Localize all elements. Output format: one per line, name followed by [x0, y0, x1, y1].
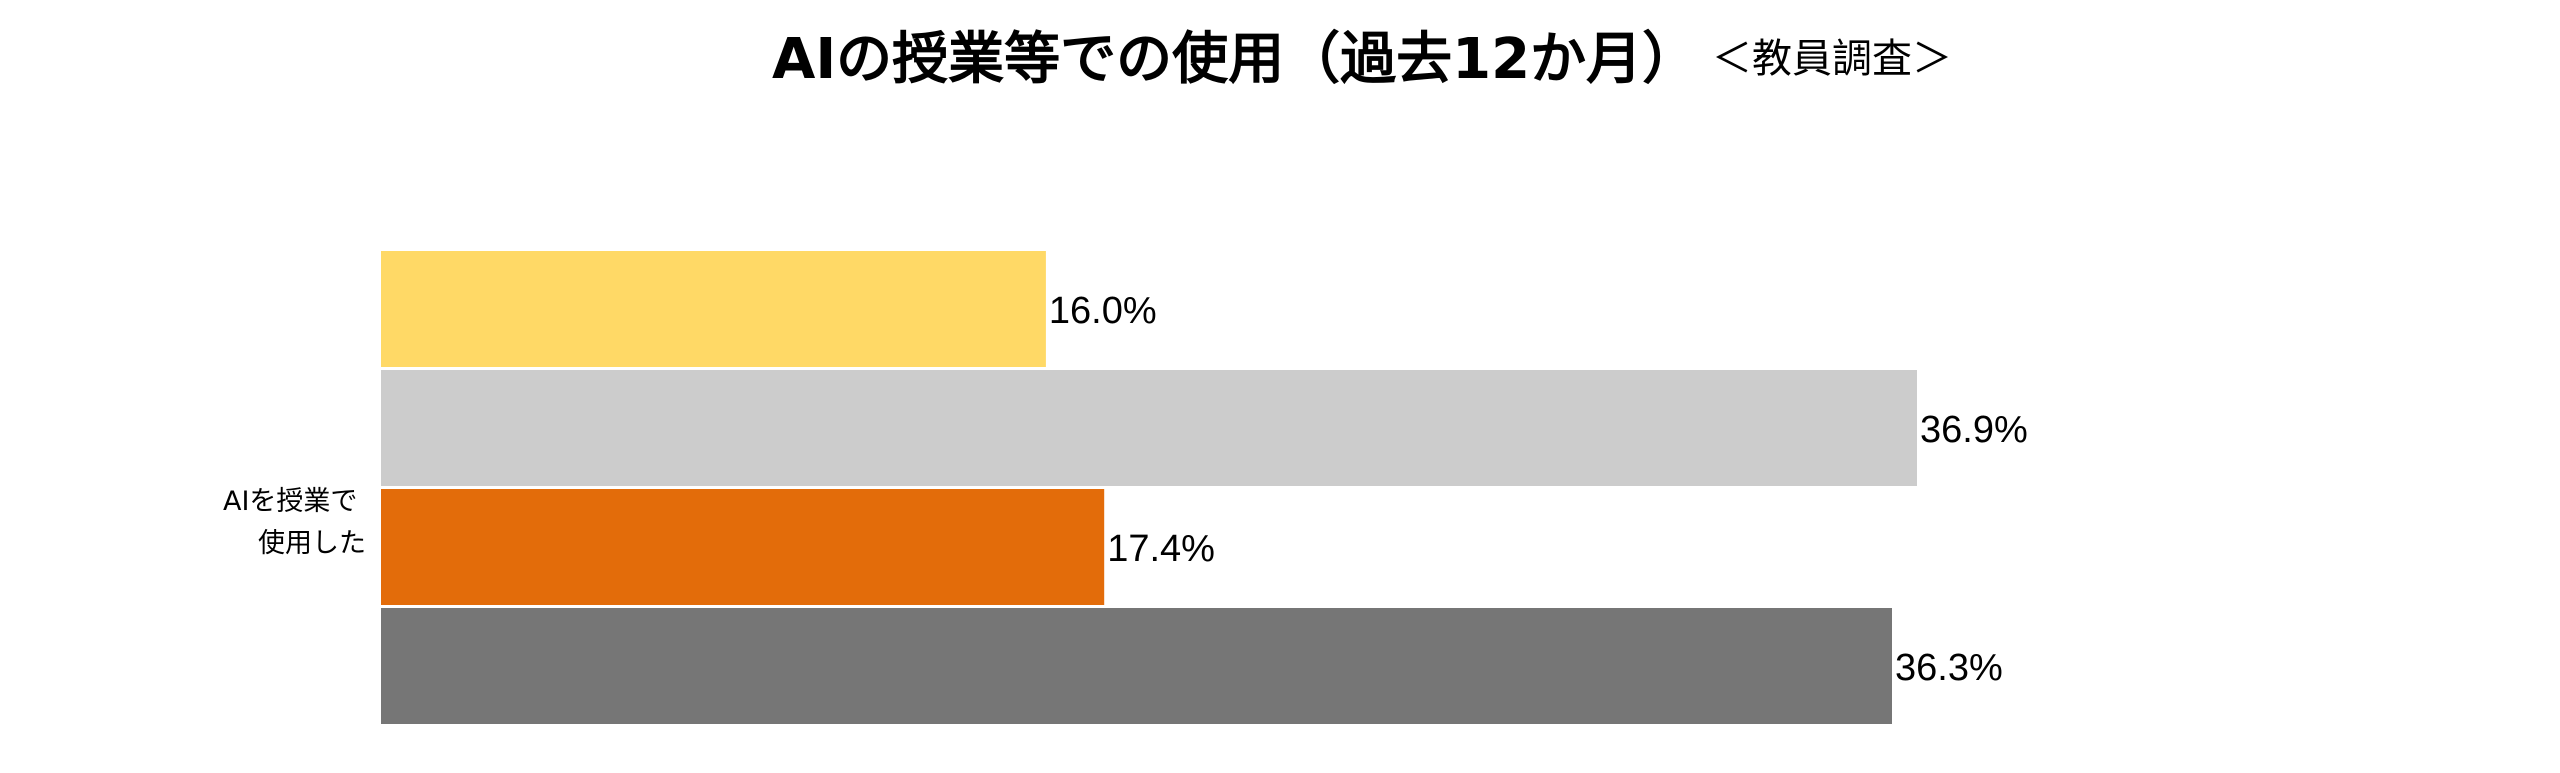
data-label-4: 36.3%	[1895, 647, 2003, 689]
category-label-line-2: 使用した	[258, 528, 366, 559]
chart-subtitle: ＜教員調査＞	[1712, 36, 1952, 82]
data-label-group: 16.0% 36.9% 17.4% 36.3%	[1049, 290, 2028, 689]
data-label-2: 36.9%	[1920, 409, 2028, 451]
data-label-3: 17.4%	[1107, 528, 1215, 570]
bar-3	[379, 487, 1107, 607]
category-label: AIを授業で 使用した	[223, 486, 366, 559]
bar-2	[379, 368, 1919, 488]
bar-1	[379, 249, 1048, 369]
category-label-line-1: AIを授業で	[223, 486, 357, 517]
data-label-1: 16.0%	[1049, 290, 1157, 332]
bar-4	[379, 606, 1894, 726]
bar-group	[379, 249, 1919, 726]
chart-title: AIの授業等での使用（過去12か月）	[772, 27, 1698, 92]
